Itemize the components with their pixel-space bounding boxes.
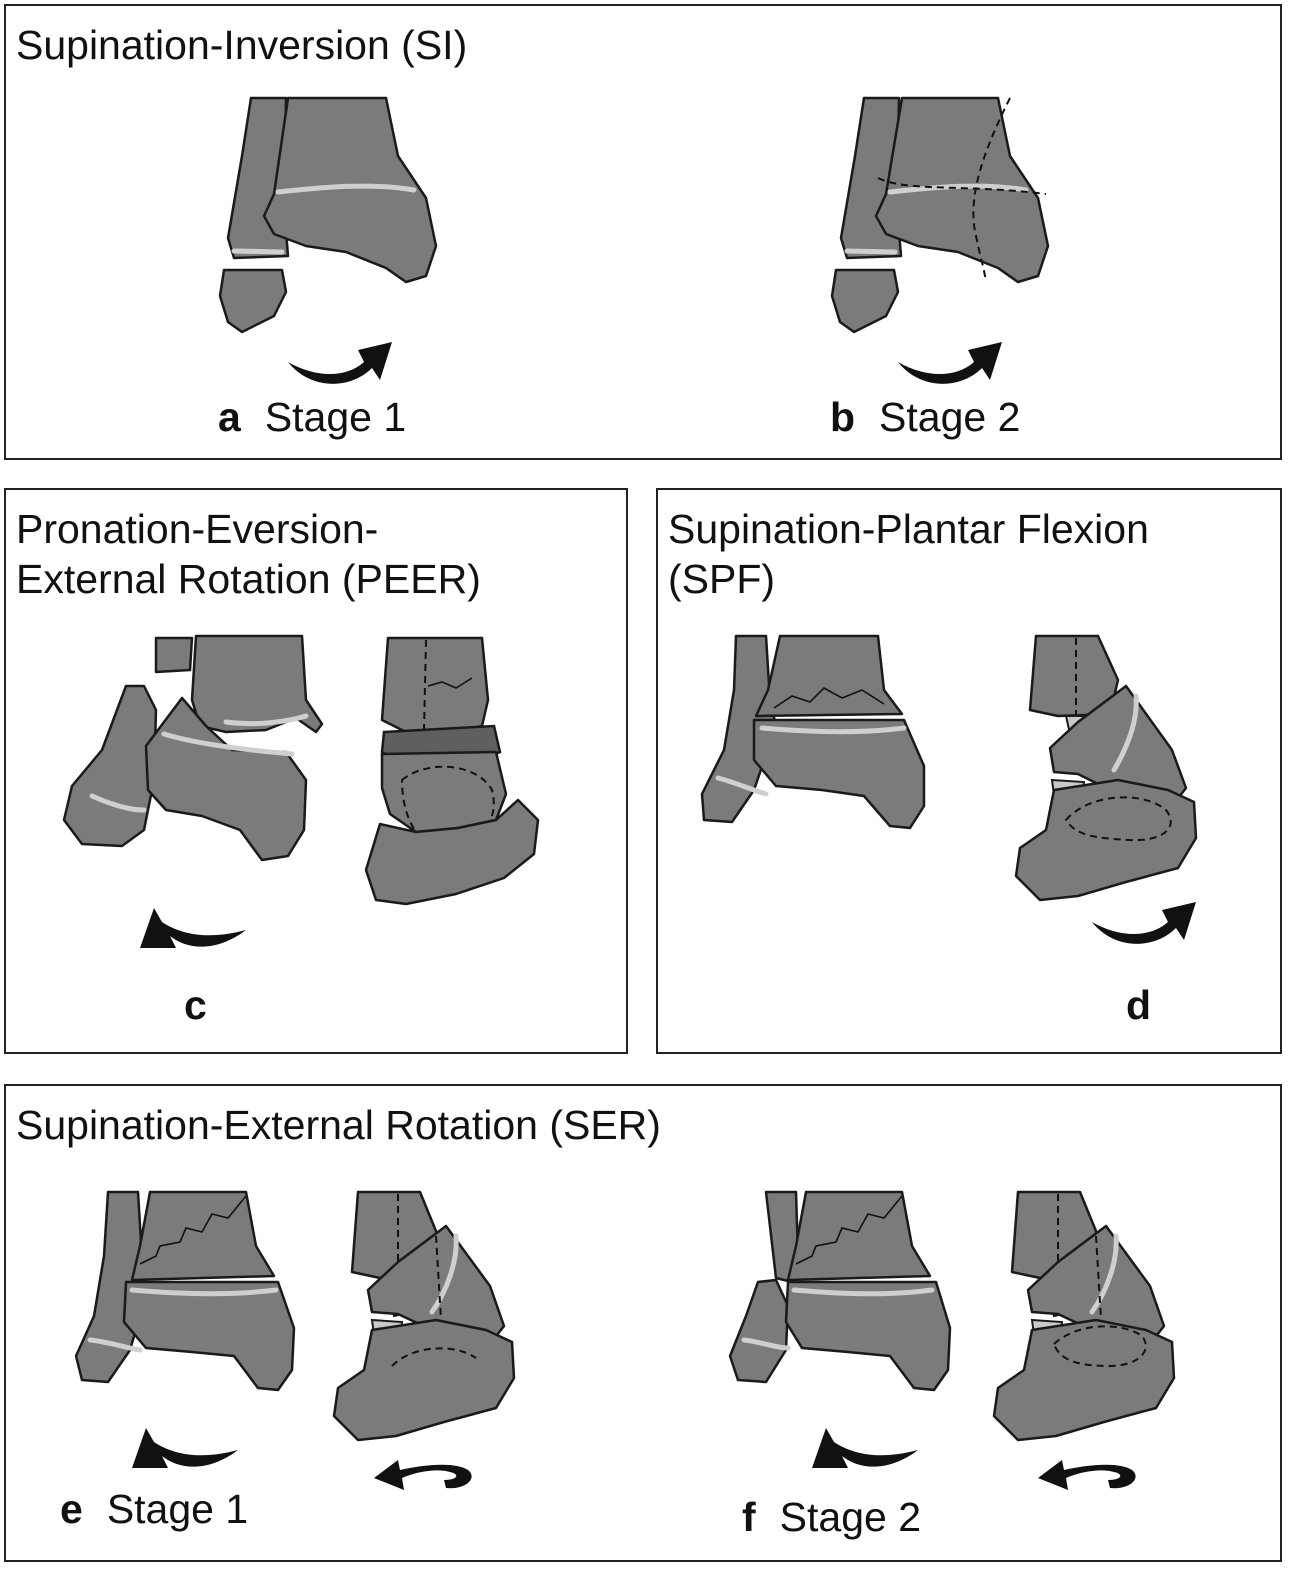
caption-letter-e: e — [60, 1486, 83, 1532]
panel-supination-external-rotation: Supination-External Rotation (SER) — [4, 1084, 1282, 1562]
illustration-si — [218, 96, 1050, 384]
caption-c: c — [184, 982, 231, 1029]
ankle-drawing-e-front — [74, 1190, 296, 1392]
rotation-arrow-icon-e — [132, 1428, 238, 1468]
rotation-arrow-icon-a — [288, 342, 392, 384]
curl-arrow-icon-f — [1038, 1460, 1136, 1490]
panel-title-peer: Pronation-Eversion- External Rotation (P… — [16, 506, 481, 602]
rotation-arrow-icon-b — [898, 342, 1002, 384]
illustration-peer — [62, 634, 540, 948]
panel-pronation-eversion-external-rotation: Pronation-Eversion- External Rotation (P… — [4, 488, 628, 1054]
ankle-drawing-c-side — [364, 636, 540, 906]
illustration-ser — [74, 1190, 1176, 1490]
ankle-drawing-e-side — [332, 1190, 516, 1442]
caption-label-e: Stage 1 — [106, 1486, 249, 1532]
ankle-drawing-b — [830, 96, 1050, 334]
caption-letter-f: f — [742, 1494, 756, 1540]
caption-f: f Stage 2 — [742, 1494, 921, 1541]
caption-d: d — [1126, 982, 1175, 1029]
caption-letter-a: a — [218, 394, 241, 440]
ankle-drawing-a — [218, 96, 438, 334]
ankle-drawing-f-front — [728, 1190, 952, 1392]
rotation-arrow-icon-f — [812, 1428, 918, 1468]
ankle-drawing-d-side — [1014, 634, 1198, 902]
caption-label-b: Stage 2 — [879, 394, 1021, 440]
caption-b: b Stage 2 — [830, 394, 1020, 441]
curl-arrow-icon-e — [374, 1460, 472, 1490]
caption-letter-d: d — [1126, 982, 1152, 1028]
ankle-drawing-c-front — [62, 634, 324, 862]
panel-title-ser: Supination-External Rotation (SER) — [16, 1102, 661, 1148]
rotation-arrow-icon-d — [1092, 902, 1196, 944]
caption-label-a: Stage 1 — [264, 394, 407, 440]
caption-letter-b: b — [830, 394, 856, 440]
panel-supination-inversion: Supination-Inversion (SI) a Stage 1 b Stag… — [4, 4, 1282, 460]
caption-a: a Stage 1 — [218, 394, 406, 441]
ankle-drawing-d-front — [700, 634, 926, 830]
caption-label-f: Stage 2 — [779, 1494, 921, 1540]
caption-e: e Stage 1 — [60, 1486, 248, 1533]
panel-supination-plantar-flexion: Supination-Plantar Flexion (SPF) d — [656, 488, 1282, 1054]
panel-title-spf: Supination-Plantar Flexion (SPF) — [668, 506, 1149, 602]
rotation-arrow-icon-c — [140, 908, 246, 948]
panel-title-si: Supination-Inversion (SI) — [16, 22, 468, 68]
ankle-drawing-f-side — [992, 1190, 1176, 1442]
caption-letter-c: c — [184, 982, 207, 1028]
illustration-spf — [700, 634, 1198, 944]
